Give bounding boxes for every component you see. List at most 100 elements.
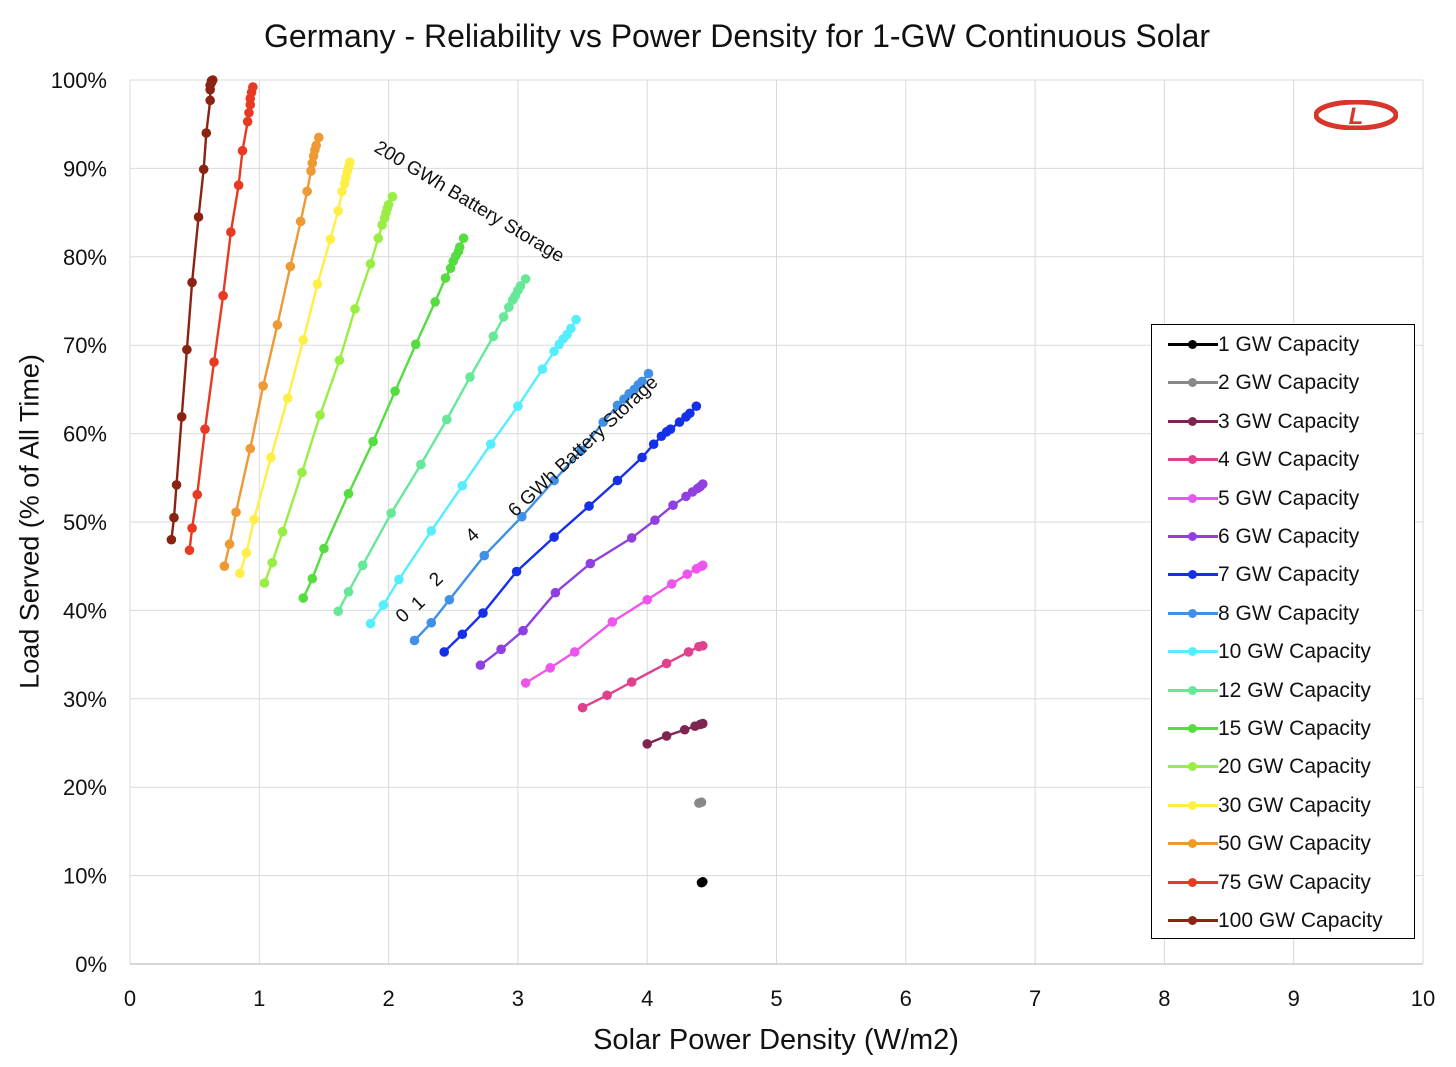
- y-tick-label: 30%: [63, 687, 107, 712]
- data-point-6-gw-capacity: [626, 533, 637, 543]
- data-point-50-gw-capacity: [311, 140, 321, 151]
- data-point-12-gw-capacity: [515, 281, 526, 291]
- data-point-1-gw-capacity: [697, 876, 708, 887]
- data-point-10-gw-capacity: [537, 364, 548, 374]
- data-point-5-gw-capacity: [697, 560, 708, 571]
- data-point-7-gw-capacity: [549, 532, 559, 542]
- data-point-30-gw-capacity: [282, 393, 293, 404]
- data-point-20-gw-capacity: [267, 557, 278, 568]
- legend-item: 100 GW Capacity: [1168, 905, 1408, 935]
- data-point-15-gw-capacity: [410, 339, 421, 350]
- data-point-30-gw-capacity: [241, 548, 252, 558]
- data-point-30-gw-capacity: [345, 157, 355, 168]
- data-point-12-gw-capacity: [357, 560, 368, 571]
- data-point-6-gw-capacity: [518, 625, 528, 636]
- data-point-100-gw-capacity: [187, 277, 197, 288]
- annotation-label: 6 GWh Battery Storage: [504, 372, 662, 521]
- data-point-75-gw-capacity: [226, 227, 236, 237]
- data-point-5-gw-capacity: [520, 678, 531, 688]
- data-point-20-gw-capacity: [365, 259, 376, 269]
- data-point-4-gw-capacity: [626, 677, 637, 687]
- data-point-12-gw-capacity: [343, 587, 354, 597]
- legend-item: 10 GW Capacity: [1168, 636, 1408, 666]
- data-point-4-gw-capacity: [602, 690, 612, 701]
- series-line-100-gw-capacity: [170, 79, 214, 540]
- data-point-6-gw-capacity: [475, 660, 486, 671]
- data-point-100-gw-capacity: [182, 344, 192, 355]
- data-point-12-gw-capacity: [386, 508, 396, 518]
- x-tick-label: 6: [900, 986, 912, 1011]
- data-point-10-gw-capacity: [426, 526, 437, 536]
- y-tick-label: 60%: [63, 422, 107, 447]
- legend-marker: [1188, 647, 1197, 657]
- annotation-label: 4: [462, 524, 484, 547]
- legend-label: 3 GW Capacity: [1218, 409, 1360, 433]
- legend-label: 10 GW Capacity: [1218, 640, 1371, 664]
- legend-label: 20 GW Capacity: [1218, 755, 1371, 779]
- data-point-15-gw-capacity: [343, 488, 354, 499]
- data-point-12-gw-capacity: [520, 274, 531, 284]
- y-tick-label: 50%: [63, 510, 107, 535]
- data-point-15-gw-capacity: [368, 436, 378, 447]
- x-tick-label: 3: [512, 986, 524, 1011]
- legend-marker: [1188, 685, 1197, 695]
- data-point-12-gw-capacity: [504, 302, 514, 312]
- data-point-3-gw-capacity: [661, 731, 672, 741]
- x-tick-label: 7: [1029, 986, 1041, 1011]
- data-point-8-gw-capacity: [612, 400, 623, 411]
- data-point-50-gw-capacity: [285, 261, 296, 272]
- legend-swatch: [1168, 608, 1218, 618]
- data-point-30-gw-capacity: [325, 234, 336, 244]
- x-tick-label: 0: [124, 986, 136, 1011]
- data-point-75-gw-capacity: [184, 545, 195, 556]
- data-point-50-gw-capacity: [245, 443, 256, 454]
- legend-marker: [1188, 800, 1197, 810]
- data-point-4-gw-capacity: [697, 640, 708, 651]
- data-point-75-gw-capacity: [233, 180, 244, 190]
- legend-swatch: [1168, 877, 1218, 887]
- data-point-100-gw-capacity: [205, 95, 215, 106]
- annotation-label: 1: [407, 592, 429, 615]
- legend-item: 8 GW Capacity: [1168, 598, 1408, 628]
- data-point-50-gw-capacity: [224, 539, 235, 549]
- x-tick-label: 4: [641, 986, 653, 1011]
- data-point-30-gw-capacity: [235, 568, 245, 579]
- x-tick-label: 8: [1158, 986, 1170, 1011]
- legend-item: 30 GW Capacity: [1168, 790, 1408, 820]
- x-axis-label: Solar Power Density (W/m2): [593, 1024, 959, 1056]
- legend-item: 75 GW Capacity: [1168, 867, 1408, 897]
- data-point-50-gw-capacity: [231, 507, 241, 518]
- legend-swatch: [1168, 839, 1218, 849]
- annotation-label: 0: [392, 605, 414, 628]
- data-point-6-gw-capacity: [668, 500, 678, 511]
- data-point-15-gw-capacity: [390, 386, 400, 396]
- logo-letter: L: [1349, 103, 1364, 130]
- data-point-75-gw-capacity: [192, 489, 203, 500]
- data-point-10-gw-capacity: [549, 346, 559, 357]
- data-point-7-gw-capacity: [478, 608, 488, 618]
- legend-swatch: [1168, 724, 1218, 733]
- data-point-20-gw-capacity: [277, 526, 288, 537]
- legend-item: 15 GW Capacity: [1168, 713, 1408, 743]
- legend-swatch: [1168, 532, 1218, 541]
- legend-label: 5 GW Capacity: [1218, 486, 1360, 510]
- data-point-12-gw-capacity: [498, 312, 509, 322]
- y-tick-label: 80%: [63, 245, 107, 270]
- legend-marker: [1188, 724, 1197, 733]
- legend-item: 3 GW Capacity: [1168, 406, 1408, 436]
- data-point-3-gw-capacity: [642, 739, 652, 749]
- chart-title: Germany - Reliability vs Power Density f…: [263, 18, 1211, 54]
- data-point-75-gw-capacity: [187, 523, 197, 533]
- legend-swatch: [1168, 340, 1218, 349]
- legend-item: 7 GW Capacity: [1168, 559, 1408, 589]
- logo-ring: [1314, 100, 1398, 130]
- data-point-100-gw-capacity: [193, 212, 204, 222]
- data-point-8-gw-capacity: [576, 445, 587, 456]
- data-point-30-gw-capacity: [266, 452, 276, 463]
- data-point-100-gw-capacity: [201, 128, 212, 138]
- data-point-50-gw-capacity: [313, 132, 324, 143]
- data-point-7-gw-capacity: [439, 647, 449, 657]
- data-point-75-gw-capacity: [237, 145, 248, 156]
- legend-item: 20 GW Capacity: [1168, 751, 1408, 781]
- legend-swatch: [1168, 378, 1218, 388]
